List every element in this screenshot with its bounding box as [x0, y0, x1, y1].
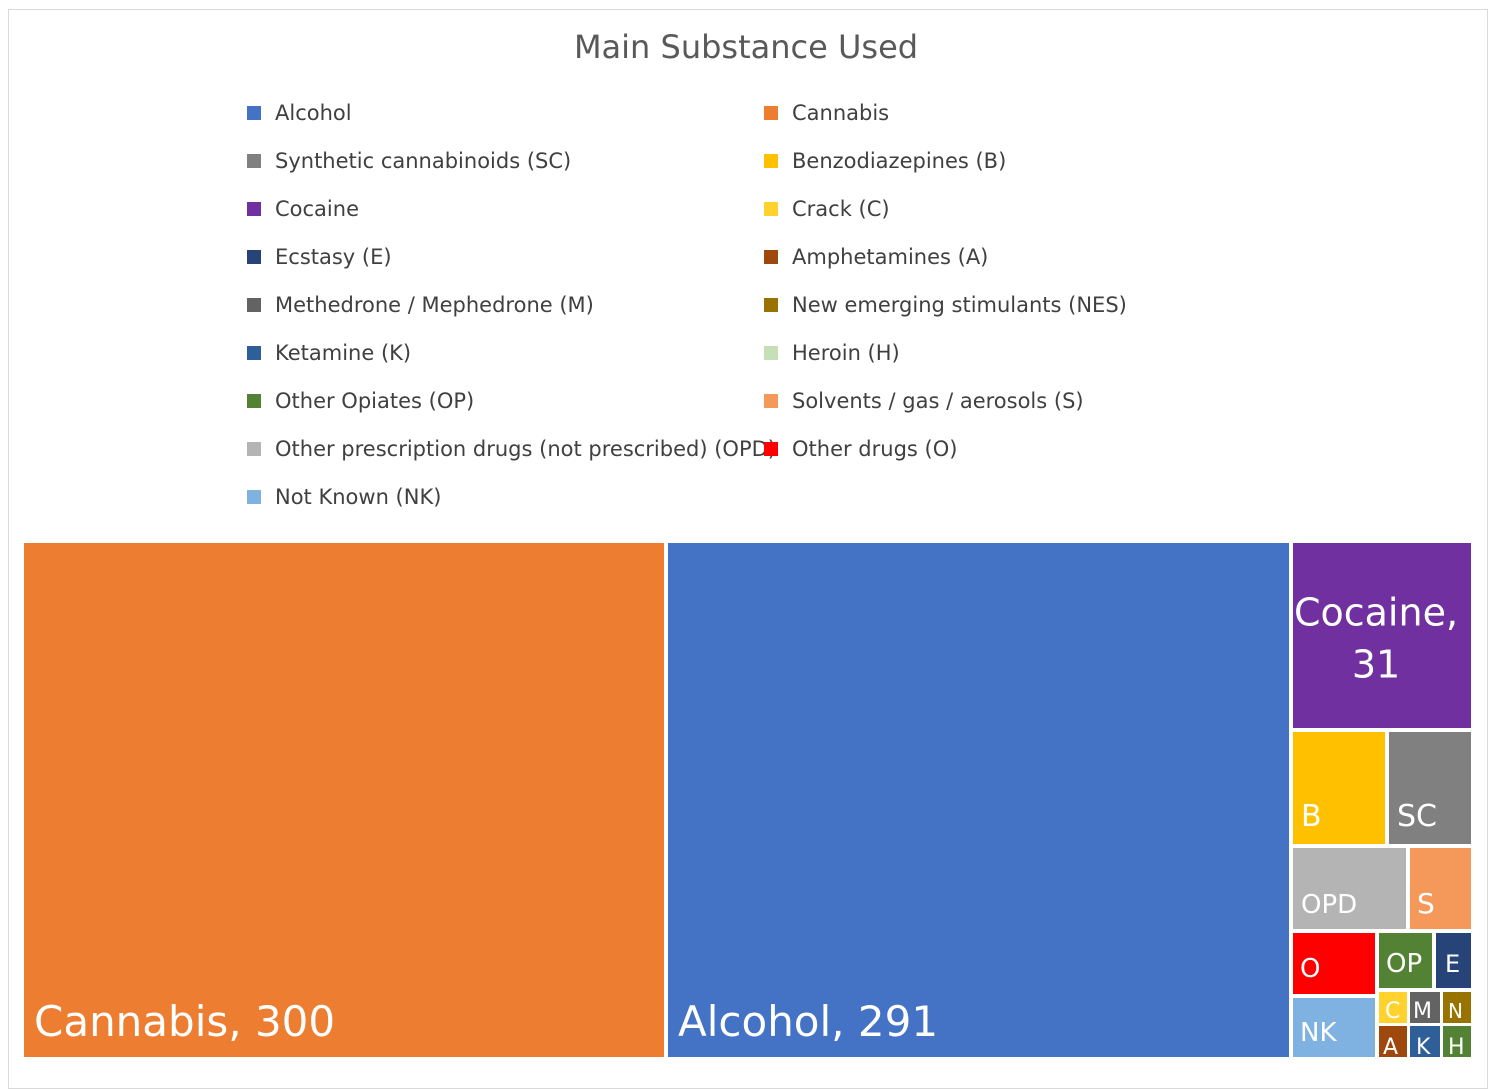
legend-swatch: [764, 442, 778, 456]
treemap-tile-ecstasy-e: [1436, 933, 1471, 988]
treemap-tile-methedrone-mephedrone-m: [1410, 992, 1440, 1023]
treemap-label-new-emerging-stimulants-nes: N: [1448, 999, 1463, 1023]
legend-swatch: [247, 490, 261, 504]
treemap-tile-cannabis: [24, 543, 664, 1057]
legend-label: Ketamine (K): [275, 341, 412, 365]
legend-item: Other drugs (O): [764, 435, 957, 463]
treemap-tile-alcohol: [668, 543, 1289, 1057]
treemap-tile-synthetic-cannabinoids-sc: [1389, 732, 1471, 844]
legend-item: Cannabis: [764, 99, 889, 127]
treemap-label-amphetamines-a: A: [1383, 1035, 1398, 1060]
treemap-label-benzodiazepines-b: B: [1301, 799, 1322, 834]
treemap-label-other-drugs-o: O: [1300, 954, 1320, 984]
legend-label: Ecstasy (E): [275, 245, 392, 269]
legend-item: Amphetamines (A): [764, 243, 988, 271]
treemap-label-solvents-gas-aerosols-s: S: [1417, 887, 1435, 920]
treemap-tile-cocaine: [1293, 543, 1471, 728]
legend-swatch: [247, 442, 261, 456]
legend-item: Other prescription drugs (not prescribed…: [247, 435, 776, 463]
legend-swatch: [764, 298, 778, 312]
legend-swatch: [247, 250, 261, 264]
legend-label: Heroin (H): [792, 341, 900, 365]
legend-swatch: [764, 250, 778, 264]
treemap-tile-not-known-nk: [1293, 998, 1375, 1057]
treemap-label-methedrone-mephedrone-m: M: [1413, 999, 1432, 1024]
legend-swatch: [764, 154, 778, 168]
treemap-label-other-prescription-drugs-not-prescribed-opd: OPD: [1301, 890, 1357, 920]
treemap-tile-amphetamines-a: [1379, 1026, 1407, 1057]
legend-swatch: [247, 106, 261, 120]
treemap-label-synthetic-cannabinoids-sc: SC: [1397, 799, 1437, 834]
legend-swatch: [247, 346, 261, 360]
legend-item: Alcohol: [247, 99, 352, 127]
treemap-tile-other-prescription-drugs-not-prescribed-opd: [1293, 848, 1406, 929]
legend-swatch: [764, 202, 778, 216]
legend-swatch: [247, 202, 261, 216]
legend-swatch: [247, 298, 261, 312]
legend-label: New emerging stimulants (NES): [792, 293, 1127, 317]
legend-item: Ecstasy (E): [247, 243, 392, 271]
legend-label: Solvents / gas / aerosols (S): [792, 389, 1084, 413]
legend-item: Other Opiates (OP): [247, 387, 474, 415]
legend-item: Methedrone / Mephedrone (M): [247, 291, 594, 319]
legend-label: Crack (C): [792, 197, 890, 221]
treemap-label-not-known-nk: NK: [1300, 1018, 1337, 1048]
treemap-tile-solvents-gas-aerosols-s: [1410, 848, 1471, 929]
legend-swatch: [764, 106, 778, 120]
legend-label: Other drugs (O): [792, 437, 958, 461]
legend-swatch: [247, 394, 261, 408]
treemap-label-cannabis: Cannabis, 300: [34, 997, 335, 1046]
treemap-tile-other-drugs-o: [1293, 933, 1375, 994]
treemap-tile-new-emerging-stimulants-nes: [1443, 992, 1471, 1023]
treemap-label-ecstasy-e: E: [1445, 950, 1460, 978]
legend-label: Alcohol: [275, 101, 352, 125]
treemap-label-other-opiates-op: OP: [1386, 949, 1422, 979]
legend-swatch: [247, 154, 261, 168]
legend-swatch: [764, 346, 778, 360]
treemap-label-cocaine: 31: [1352, 643, 1400, 687]
legend-label: Benzodiazepines (B): [792, 149, 1007, 173]
legend-label: Cannabis: [792, 101, 890, 125]
treemap-tile-other-opiates-op: [1379, 933, 1432, 988]
treemap-label-ketamine-k: K: [1416, 1035, 1431, 1060]
legend-label: Amphetamines (A): [792, 245, 989, 269]
legend-item: Solvents / gas / aerosols (S): [764, 387, 1084, 415]
treemap-label-crack-c: C: [1385, 999, 1400, 1024]
legend-item: Heroin (H): [764, 339, 900, 367]
legend-swatch: [764, 394, 778, 408]
legend-label: Other Opiates (OP): [275, 389, 475, 413]
legend-item: New emerging stimulants (NES): [764, 291, 1127, 319]
legend-label: Synthetic cannabinoids (SC): [275, 149, 572, 173]
treemap-label-heroin-h: H: [1448, 1035, 1465, 1060]
legend-label: Cocaine: [275, 197, 359, 221]
legend-item: Ketamine (K): [247, 339, 411, 367]
legend-item: Not Known (NK): [247, 483, 441, 511]
chart-title: Main Substance Used: [573, 28, 919, 66]
treemap-tile-benzodiazepines-b: [1293, 732, 1385, 844]
legend-label: Methedrone / Mephedrone (M): [275, 293, 594, 317]
treemap-label-cocaine: Cocaine,: [1294, 591, 1458, 635]
treemap-tile-ketamine-k: [1410, 1026, 1440, 1057]
legend-label: Not Known (NK): [275, 485, 442, 509]
treemap-tile-crack-c: [1379, 992, 1407, 1023]
legend-item: Synthetic cannabinoids (SC): [247, 147, 571, 175]
legend-item: Crack (C): [764, 195, 890, 223]
legend-item: Benzodiazepines (B): [764, 147, 1006, 175]
treemap-tile-heroin-h: [1443, 1026, 1471, 1057]
treemap-label-alcohol: Alcohol, 291: [678, 997, 938, 1046]
legend-label: Other prescription drugs (not prescribed…: [275, 437, 776, 461]
legend-item: Cocaine: [247, 195, 359, 223]
